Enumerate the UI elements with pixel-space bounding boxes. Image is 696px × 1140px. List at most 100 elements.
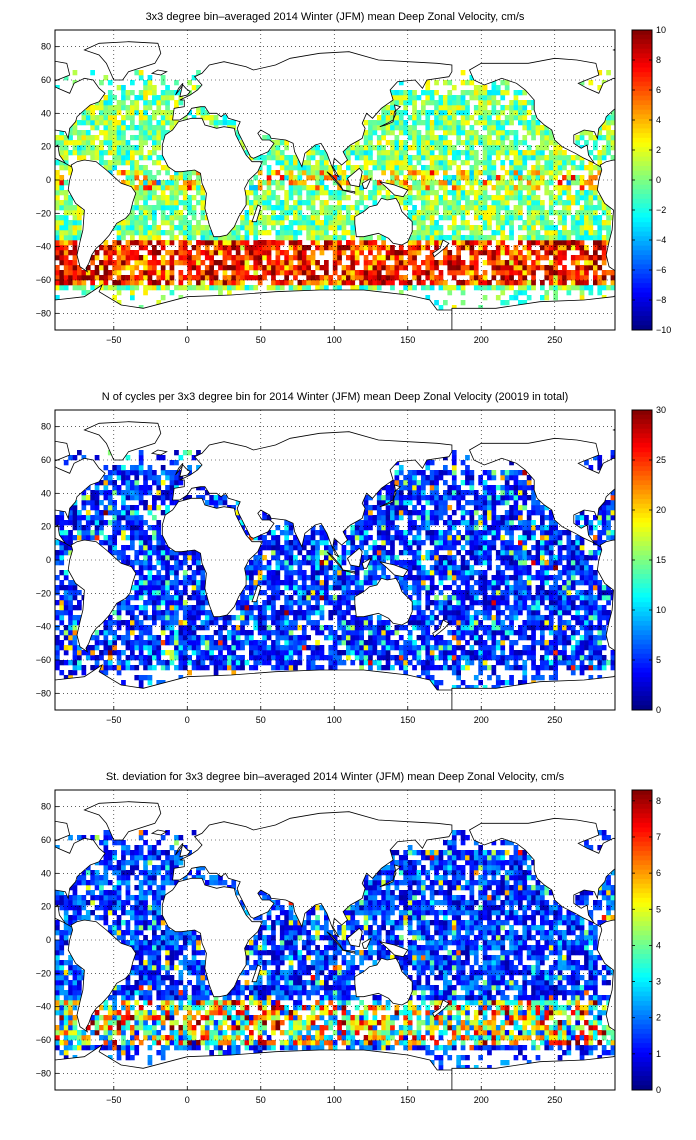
- bin-cell: [68, 630, 73, 636]
- bin-cell: [112, 645, 117, 651]
- bin-cell: [487, 215, 492, 221]
- bin-cell: [279, 230, 285, 236]
- bin-cell: [363, 660, 369, 666]
- bin-cell: [275, 140, 281, 146]
- bin-cell: [350, 530, 356, 536]
- bin-cell: [174, 205, 179, 211]
- bin-cell: [134, 645, 140, 651]
- bin-cell: [143, 130, 148, 136]
- bin-cell: [575, 260, 580, 266]
- bin-cell: [152, 160, 157, 166]
- bin-cell: [293, 155, 298, 161]
- bin-cell: [593, 210, 598, 216]
- bin-cell: [165, 470, 170, 476]
- bin-cell: [138, 190, 144, 196]
- colorbar-tick-label: −4: [656, 235, 666, 245]
- bin-cell: [456, 210, 461, 216]
- bin-cell: [112, 640, 117, 646]
- bin-cell: [147, 675, 153, 681]
- bin-cell: [473, 175, 479, 181]
- bin-cell: [509, 225, 514, 231]
- bin-cell: [257, 640, 263, 646]
- bin-cell: [346, 265, 351, 271]
- bin-cell: [143, 630, 148, 636]
- bin-cell: [138, 75, 144, 81]
- bin-cell: [324, 535, 329, 541]
- bin-cell: [279, 610, 285, 616]
- bin-cell: [390, 560, 395, 566]
- bin-cell: [544, 210, 550, 216]
- bin-cell: [394, 125, 400, 131]
- bin-cell: [130, 250, 135, 256]
- bin-cell: [557, 185, 563, 191]
- bin-cell: [160, 540, 166, 546]
- bin-cell: [59, 275, 65, 281]
- bin-cell: [438, 225, 444, 231]
- bin-cell: [187, 450, 192, 456]
- bin-cell: [535, 150, 541, 156]
- bin-cell: [398, 130, 404, 136]
- bin-cell: [293, 230, 298, 236]
- bin-cell: [266, 630, 272, 636]
- bin-cell: [315, 245, 320, 251]
- bin-cell: [328, 665, 334, 671]
- bin-cell: [191, 180, 197, 186]
- bin-cell: [227, 280, 232, 286]
- bin-cell: [138, 675, 144, 681]
- bin-cell: [390, 505, 395, 511]
- bin-cell: [138, 110, 144, 116]
- bin-cell: [394, 170, 400, 176]
- bin-cell: [112, 135, 117, 141]
- bin-cell: [275, 650, 281, 656]
- bin-cell: [134, 620, 140, 626]
- bin-cell: [262, 650, 267, 656]
- bin-cell: [55, 245, 60, 251]
- bin-cell: [359, 150, 364, 156]
- bin-cell: [275, 240, 281, 246]
- bin-cell: [394, 510, 400, 516]
- bin-cell: [191, 595, 197, 601]
- bin-cell: [68, 510, 73, 516]
- bin-cell: [112, 155, 117, 161]
- bin-cell: [178, 190, 184, 196]
- bin-cell: [328, 175, 334, 181]
- bin-cell: [403, 560, 408, 566]
- bin-cell: [416, 275, 422, 281]
- bin-cell: [429, 100, 435, 106]
- bin-cell: [315, 170, 320, 176]
- bin-cell: [557, 155, 563, 161]
- bin-cell: [359, 645, 364, 651]
- bin-cell: [407, 185, 413, 191]
- bin-cell: [504, 80, 510, 86]
- bin-cell: [456, 235, 461, 241]
- bin-cell: [182, 260, 188, 266]
- bin-cell: [187, 180, 192, 186]
- bin-cell: [372, 180, 378, 186]
- bin-cell: [438, 280, 444, 286]
- bin-cell: [390, 195, 395, 201]
- bin-cell: [548, 240, 554, 246]
- bin-cell: [346, 595, 351, 601]
- bin-cell: [328, 550, 334, 556]
- bin-cell: [337, 555, 342, 561]
- bin-cell: [253, 175, 259, 181]
- bin-cell: [562, 240, 567, 246]
- bin-cell: [368, 245, 373, 251]
- panel-title: N of cycles per 3x3 degree bin for 2014 …: [102, 391, 569, 403]
- bin-cell: [55, 665, 60, 671]
- bin-cell: [112, 500, 117, 506]
- bin-cell: [376, 555, 382, 561]
- bin-cell: [363, 260, 369, 266]
- bin-cell: [372, 160, 378, 166]
- bin-cell: [531, 105, 536, 111]
- bin-cell: [134, 580, 140, 586]
- bin-cell: [513, 95, 519, 101]
- bin-cell: [398, 470, 404, 476]
- bin-cell: [359, 245, 364, 251]
- bin-cell: [337, 190, 342, 196]
- bin-cell: [134, 215, 140, 221]
- bin-cell: [438, 145, 444, 151]
- bin-cell: [601, 125, 607, 131]
- bin-cell: [575, 210, 580, 216]
- bin-cell: [447, 260, 453, 266]
